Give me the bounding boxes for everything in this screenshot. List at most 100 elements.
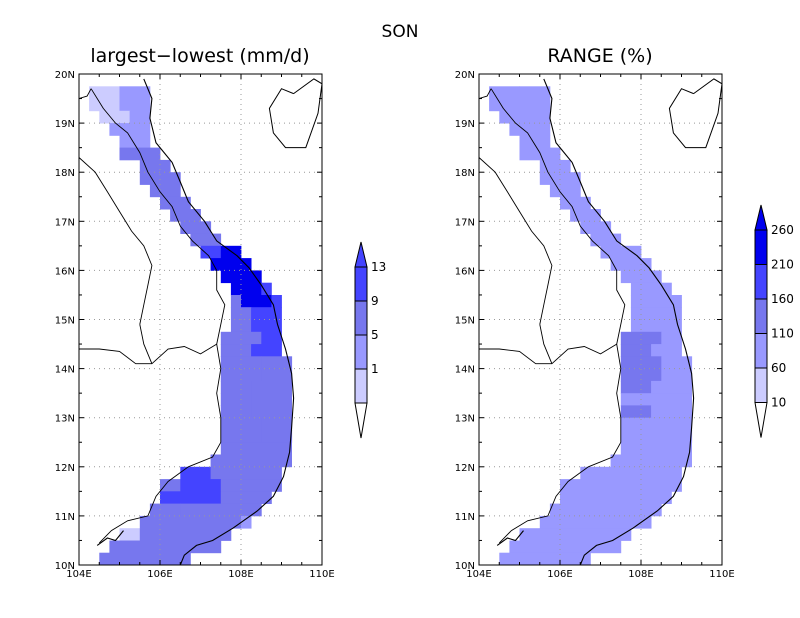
data-cell [661, 417, 693, 431]
data-cell [641, 295, 672, 308]
data-cell [160, 196, 191, 210]
country-border [90, 88, 226, 544]
data-cell [180, 479, 222, 492]
colorbar-segment [354, 368, 368, 404]
data-cell [220, 479, 282, 492]
colorbar-bottom-arrow [754, 402, 768, 438]
data-cell [220, 331, 262, 345]
data-cell [620, 331, 662, 345]
data-cell [180, 466, 212, 480]
data-cell [119, 86, 151, 99]
data-cell [139, 515, 242, 529]
data-cell [519, 98, 551, 112]
data-cell [620, 491, 672, 504]
data-cell [661, 282, 672, 296]
data-cell [539, 159, 571, 173]
data-cell [251, 307, 282, 320]
country-border [78, 88, 92, 99]
data-cell [261, 356, 293, 369]
lon-tick-label: 108E [628, 569, 653, 580]
data-cell [651, 307, 682, 320]
data-cell [519, 147, 541, 161]
data-cell [261, 331, 282, 345]
data-cell [651, 393, 692, 406]
lat-tick-label: 16N [55, 266, 75, 277]
country-border [78, 157, 153, 325]
main-title: SON [382, 22, 419, 42]
data-cell [489, 98, 520, 112]
data-cell [570, 209, 591, 222]
data-cell [271, 442, 292, 455]
coastline-right [478, 78, 723, 566]
data-cell [149, 503, 181, 517]
lon-tick-label: 110E [709, 569, 734, 580]
data-cell [630, 319, 652, 333]
colorbar-segment [754, 264, 768, 300]
coastline [496, 530, 524, 546]
colorbar-right: 10 60 110 160 210 260 [754, 204, 794, 438]
data-cell [651, 405, 692, 419]
data-cell [261, 417, 293, 431]
panel-title-right: RANGE (%) [547, 45, 652, 67]
lat-tick-label: 19N [455, 119, 475, 130]
island-outline [668, 78, 723, 149]
data-cell [549, 184, 581, 198]
lon-tick-label: 106E [547, 569, 572, 580]
data-cell [590, 233, 611, 247]
data-cell [620, 344, 652, 357]
axis-ticks-right [478, 73, 723, 566]
data-cell [241, 295, 272, 308]
lat-tick-label: 11N [55, 512, 75, 523]
data-cell [139, 135, 151, 149]
map-panel-left: largest−lowest (mm/d) 104E 106E 108E 110E 1… [55, 45, 387, 580]
data-cell [529, 110, 551, 124]
data-cell [519, 528, 541, 541]
colorbar-bottom-arrow [354, 402, 368, 439]
lon-tick-label: 104E [466, 569, 491, 580]
data-cell [661, 368, 693, 382]
lat-tick-label: 17N [455, 217, 475, 228]
data-cell [210, 258, 232, 271]
lat-tick-label: 15N [455, 316, 475, 327]
data-cell [220, 442, 272, 455]
data-cell [651, 380, 692, 394]
data-cell [580, 479, 622, 492]
data-cell [620, 356, 662, 369]
data-cell [129, 110, 151, 124]
data-cells-right [489, 86, 693, 566]
data-cell [220, 356, 262, 369]
colorbar-segment [354, 266, 368, 302]
data-cell [620, 405, 652, 419]
data-cell [220, 380, 252, 394]
data-cell [230, 307, 252, 320]
data-cell [620, 380, 652, 394]
colorbar-segment [354, 334, 368, 370]
data-cell [119, 147, 141, 161]
lat-tick-label: 18N [55, 168, 75, 179]
data-cell [210, 466, 282, 480]
lat-tick-label: 19N [55, 119, 75, 130]
gridlines-left [79, 74, 322, 565]
lat-labels-right: 10N 11N 12N 13N 14N 15N 16N 17N 18N 19N 20N [455, 70, 475, 572]
country-border [539, 324, 553, 364]
lat-tick-label: 14N [455, 365, 475, 376]
data-cell [180, 503, 262, 517]
data-cell [661, 356, 693, 369]
data-cell [99, 110, 131, 124]
data-cell [620, 479, 682, 492]
country-border [139, 324, 153, 364]
data-cell [620, 430, 662, 443]
data-cell [620, 270, 662, 284]
axis-ticks-left [78, 73, 323, 566]
lon-tick-label: 110E [309, 569, 334, 580]
data-cell [109, 540, 222, 554]
country-border [490, 88, 626, 544]
data-cell [139, 147, 161, 161]
colorbar-left: 1 5 9 13 [354, 241, 386, 439]
data-cell [641, 515, 652, 529]
colorbar-label: 1 [371, 362, 379, 376]
data-cell [610, 258, 632, 271]
data-cell [210, 454, 272, 468]
data-cell [230, 295, 242, 308]
data-cell [241, 515, 252, 529]
